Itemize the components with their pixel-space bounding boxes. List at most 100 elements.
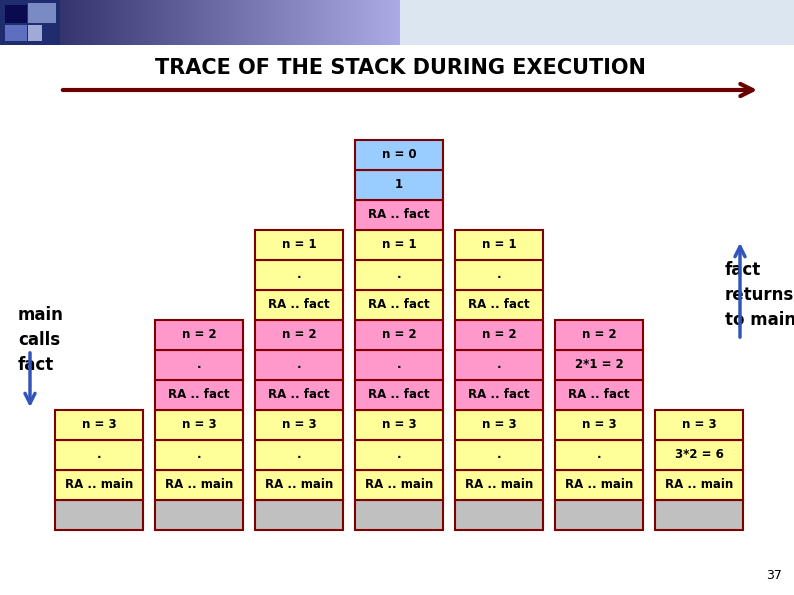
Bar	[34, 0, 36, 45]
Bar	[308, 0, 310, 45]
Text: 1: 1	[395, 178, 403, 192]
Bar	[208, 0, 210, 45]
Bar	[70, 0, 72, 45]
Bar	[246, 0, 248, 45]
Bar	[316, 0, 318, 45]
Bar	[252, 0, 254, 45]
Text: .: .	[297, 449, 301, 462]
Bar	[292, 0, 294, 45]
Bar	[156, 0, 158, 45]
Text: .: .	[397, 359, 401, 371]
Bar	[224, 0, 226, 45]
Bar	[302, 0, 304, 45]
Bar	[5, 5, 27, 23]
Text: n = 2: n = 2	[182, 328, 216, 342]
Bar	[194, 0, 196, 45]
Text: .: .	[397, 268, 401, 281]
Text: main
calls
fact: main calls fact	[18, 306, 64, 374]
Bar	[455, 320, 543, 350]
Bar	[370, 0, 372, 45]
Bar	[354, 0, 356, 45]
Bar	[362, 0, 364, 45]
Bar	[355, 260, 443, 290]
Bar	[96, 0, 98, 45]
Text: 2*1 = 2: 2*1 = 2	[575, 359, 623, 371]
Bar	[255, 440, 343, 470]
Text: .: .	[497, 268, 501, 281]
Bar	[182, 0, 184, 45]
Bar	[376, 0, 378, 45]
Text: .: .	[197, 359, 202, 371]
Bar	[16, 0, 18, 45]
Bar	[238, 0, 240, 45]
Bar	[555, 440, 643, 470]
Bar	[155, 470, 243, 500]
Bar	[130, 0, 132, 45]
Bar	[155, 440, 243, 470]
Text: 37: 37	[766, 569, 782, 582]
Text: RA .. fact: RA .. fact	[368, 208, 430, 221]
Text: n = 1: n = 1	[382, 239, 416, 252]
Bar	[204, 0, 206, 45]
Bar	[366, 0, 368, 45]
Bar	[124, 0, 126, 45]
Bar	[0, 0, 2, 45]
Bar	[358, 0, 360, 45]
Text: RA .. fact: RA .. fact	[569, 389, 630, 402]
Bar	[332, 0, 334, 45]
Bar	[372, 0, 374, 45]
Text: RA .. fact: RA .. fact	[468, 299, 530, 312]
Bar	[218, 0, 220, 45]
Bar	[344, 0, 346, 45]
Bar	[242, 0, 244, 45]
Bar	[100, 0, 102, 45]
Bar	[122, 0, 124, 45]
Bar	[162, 0, 164, 45]
Bar	[455, 260, 543, 290]
Bar	[396, 0, 398, 45]
Bar	[455, 230, 543, 260]
Bar	[455, 350, 543, 380]
Bar	[255, 470, 343, 500]
Bar	[198, 0, 200, 45]
Bar	[4, 0, 6, 45]
Bar	[655, 500, 743, 530]
Bar	[174, 0, 176, 45]
Bar	[0, 0, 60, 45]
Text: RA .. fact: RA .. fact	[368, 389, 430, 402]
Bar	[248, 0, 250, 45]
Bar	[282, 0, 284, 45]
Bar	[222, 0, 224, 45]
Bar	[255, 410, 343, 440]
Bar	[186, 0, 188, 45]
Bar	[326, 0, 328, 45]
Bar	[555, 320, 643, 350]
Bar	[286, 0, 288, 45]
Bar	[455, 380, 543, 410]
Bar	[46, 0, 48, 45]
Bar	[176, 0, 178, 45]
Bar	[136, 0, 138, 45]
Bar	[102, 0, 104, 45]
Bar	[355, 140, 443, 170]
Bar	[378, 0, 380, 45]
Text: n = 3: n = 3	[282, 418, 316, 431]
Bar	[352, 0, 354, 45]
Text: .: .	[297, 359, 301, 371]
Bar	[172, 0, 174, 45]
Bar	[28, 25, 42, 41]
Bar	[154, 0, 156, 45]
Bar	[164, 0, 166, 45]
Bar	[355, 290, 443, 320]
Bar	[116, 0, 118, 45]
Bar	[52, 0, 54, 45]
Bar	[258, 0, 260, 45]
Bar	[555, 410, 643, 440]
Bar	[12, 0, 14, 45]
Bar	[126, 0, 128, 45]
Bar	[24, 0, 26, 45]
Text: n = 2: n = 2	[482, 328, 516, 342]
Bar	[60, 0, 62, 45]
Bar	[394, 0, 396, 45]
Bar	[348, 0, 350, 45]
